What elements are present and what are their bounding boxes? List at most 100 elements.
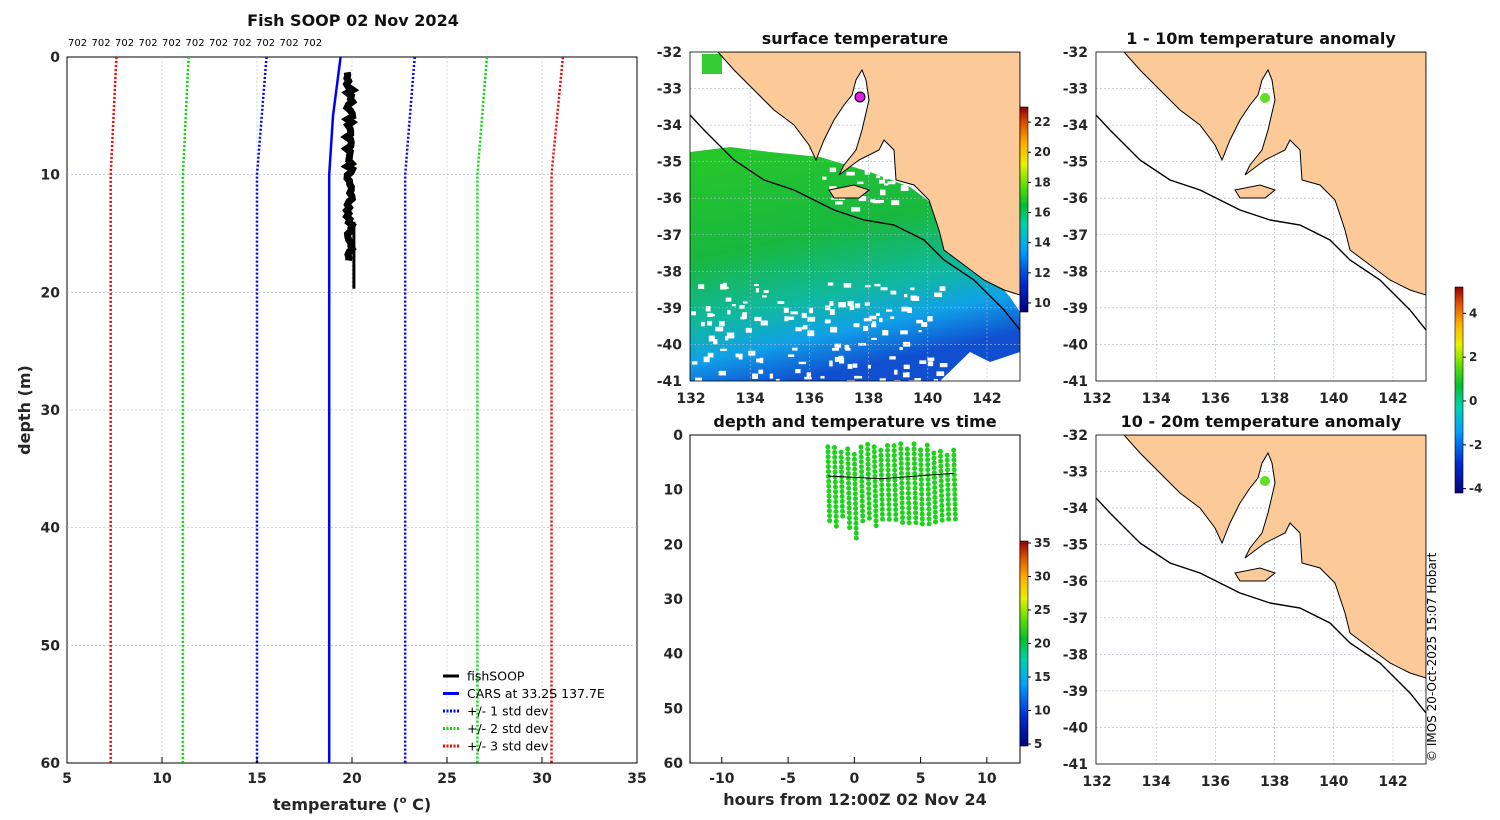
data-point bbox=[912, 466, 917, 471]
data-point bbox=[886, 502, 891, 507]
data-point bbox=[885, 443, 890, 448]
cloud-gap bbox=[844, 283, 852, 288]
profile-panel: Fish SOOP 02 Nov 2024 702 702 702 702 702 702… bbox=[15, 11, 647, 814]
colorbar-tick-label: 12 bbox=[1034, 266, 1051, 280]
data-point bbox=[907, 520, 912, 525]
data-point bbox=[826, 484, 831, 489]
depth-tick-label: 60 bbox=[664, 756, 684, 772]
data-point bbox=[833, 470, 838, 475]
data-point bbox=[900, 510, 905, 515]
header-label: 702 bbox=[186, 38, 205, 49]
data-point bbox=[840, 514, 845, 519]
data-point bbox=[946, 507, 951, 512]
colorbar-tick-label: 25 bbox=[1034, 603, 1051, 617]
data-point bbox=[887, 512, 892, 517]
data-point bbox=[951, 457, 956, 462]
data-point bbox=[866, 467, 871, 472]
y-tick-label: 60 bbox=[41, 756, 61, 772]
cloud-gap bbox=[758, 370, 763, 374]
data-point bbox=[952, 482, 957, 487]
data-point bbox=[939, 498, 944, 503]
data-point bbox=[833, 499, 838, 504]
header-label: 702 bbox=[233, 38, 252, 49]
data-point bbox=[866, 476, 871, 481]
data-point bbox=[925, 457, 930, 462]
lat-tick-label: -41 bbox=[657, 374, 682, 390]
cloud-gap bbox=[919, 330, 922, 332]
cloud-gap bbox=[743, 301, 748, 303]
profile-location-marker bbox=[1260, 93, 1270, 103]
depth-time-xlabel: hours from 12:00Z 02 Nov 24 bbox=[723, 790, 986, 809]
data-point bbox=[852, 457, 857, 462]
data-point bbox=[952, 477, 957, 482]
cloud-gap bbox=[829, 361, 832, 367]
data-point bbox=[825, 449, 830, 454]
data-point bbox=[893, 512, 898, 517]
lat-tick-label: -37 bbox=[657, 228, 682, 244]
depth-tick-label: 10 bbox=[664, 483, 684, 499]
lat-tick-label: -35 bbox=[1063, 538, 1088, 554]
data-point bbox=[885, 448, 890, 453]
cloud-gap bbox=[762, 295, 767, 297]
data-point bbox=[867, 511, 872, 516]
colorbar-tick-label: 18 bbox=[1034, 175, 1051, 189]
cloud-gap bbox=[871, 338, 877, 340]
data-point bbox=[899, 471, 904, 476]
data-point bbox=[826, 459, 831, 464]
cloud-gap bbox=[863, 326, 868, 331]
hour-tick-label: 10 bbox=[977, 771, 997, 787]
data-point bbox=[913, 496, 918, 501]
cloud-gap bbox=[739, 356, 743, 359]
header-label: 702 bbox=[92, 38, 111, 49]
data-point bbox=[853, 481, 858, 486]
data-point bbox=[918, 448, 923, 453]
cloud-gap bbox=[695, 378, 702, 383]
data-point bbox=[859, 449, 864, 454]
header-label: 702 bbox=[209, 38, 228, 49]
data-point bbox=[920, 511, 925, 516]
legend-label: +/- 3 std dev bbox=[467, 739, 549, 754]
data-point bbox=[866, 471, 871, 476]
cloud-gap bbox=[739, 305, 744, 309]
data-point bbox=[826, 454, 831, 459]
data-point bbox=[933, 510, 938, 515]
data-point bbox=[887, 507, 892, 512]
legend-label: CARS at 33.2S 137.7E bbox=[467, 686, 605, 701]
profile-location-marker bbox=[1260, 476, 1270, 486]
data-point bbox=[859, 464, 864, 469]
cloud-gap bbox=[829, 301, 833, 306]
cloud-gap bbox=[704, 357, 710, 363]
cloud-gap bbox=[874, 284, 880, 286]
cloud-gap bbox=[882, 330, 888, 335]
data-point bbox=[918, 462, 923, 467]
cloud-gap bbox=[807, 317, 815, 322]
data-point bbox=[847, 500, 852, 505]
cloud-gap bbox=[715, 327, 723, 332]
cloud-gap bbox=[891, 200, 899, 205]
data-point bbox=[927, 516, 932, 521]
profile-location-marker bbox=[855, 92, 865, 102]
data-point bbox=[906, 506, 911, 511]
depth-time-panel: depth and temperature vs time -10 -5 0 5 10 0… bbox=[664, 412, 1020, 809]
data-point bbox=[926, 497, 931, 502]
cloud-gap bbox=[876, 175, 880, 178]
header-label: 702 bbox=[162, 38, 181, 49]
header-label: 702 bbox=[256, 38, 275, 49]
cloud-gap bbox=[707, 321, 712, 326]
cloud-gap bbox=[719, 321, 725, 326]
data-point bbox=[946, 517, 951, 522]
legend-label: +/- 2 std dev bbox=[467, 721, 549, 736]
data-point bbox=[892, 443, 897, 448]
data-point bbox=[865, 452, 870, 457]
data-point bbox=[879, 482, 884, 487]
data-point bbox=[825, 444, 830, 449]
data-point bbox=[913, 500, 918, 505]
data-point bbox=[827, 518, 832, 523]
data-point bbox=[938, 449, 943, 454]
cloud-gap bbox=[807, 372, 811, 377]
map-1: surface temperature132 134 136 138 140 142-32… bbox=[657, 29, 1020, 407]
data-point bbox=[859, 479, 864, 484]
cloud-gap bbox=[761, 321, 768, 326]
hour-tick-label: 5 bbox=[916, 771, 926, 787]
legend-label: fishSOOP bbox=[467, 669, 525, 684]
